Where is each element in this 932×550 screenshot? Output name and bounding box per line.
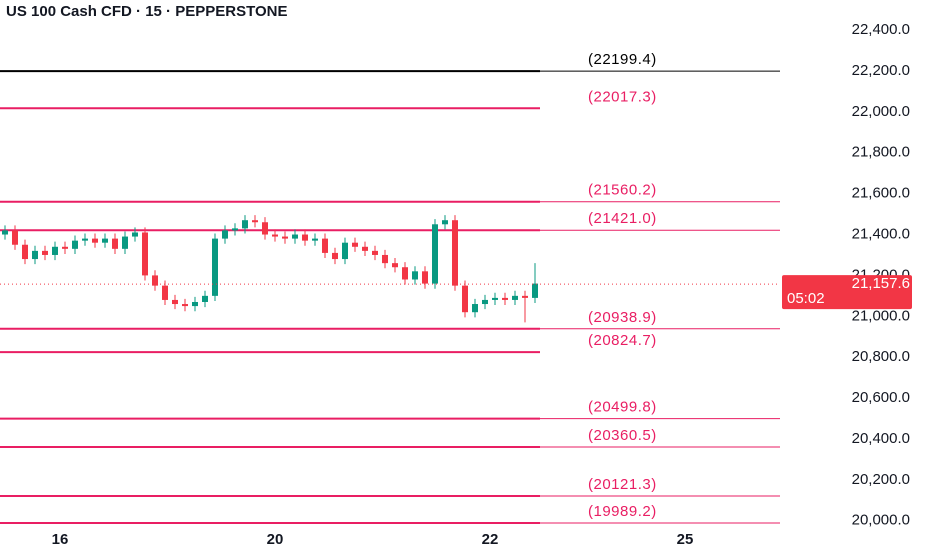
chart-title: US 100 Cash CFD · 15 · PEPPERSTONE bbox=[6, 3, 287, 20]
candle-body bbox=[422, 271, 428, 284]
y-tick-label: 20,200.0 bbox=[852, 471, 910, 488]
level-label: (19989.2) bbox=[588, 503, 657, 520]
candle-body bbox=[192, 301, 198, 307]
y-tick-label: 21,600.0 bbox=[852, 185, 910, 202]
candle-body bbox=[372, 250, 378, 255]
level-label: (21560.2) bbox=[588, 182, 657, 199]
candle-body bbox=[172, 299, 178, 305]
candle-body bbox=[132, 232, 138, 237]
y-tick-label: 20,000.0 bbox=[852, 512, 910, 529]
candle-body bbox=[272, 234, 278, 237]
candle-body bbox=[202, 295, 208, 302]
y-tick-label: 22,000.0 bbox=[852, 103, 910, 120]
candle-body bbox=[392, 263, 398, 268]
candle-body bbox=[252, 220, 258, 223]
candle-body bbox=[222, 230, 228, 239]
candle-body bbox=[502, 297, 508, 300]
candle-body bbox=[122, 236, 128, 249]
candle-body bbox=[262, 222, 268, 235]
candle-body bbox=[182, 304, 188, 307]
candle-body bbox=[512, 295, 518, 300]
candle-body bbox=[52, 246, 58, 255]
y-tick-label: 21,400.0 bbox=[852, 225, 910, 242]
candle-body bbox=[152, 275, 158, 286]
candle-body bbox=[92, 238, 98, 243]
candle-body bbox=[342, 242, 348, 260]
candle-body bbox=[22, 244, 28, 260]
candle-body bbox=[352, 242, 358, 247]
candle-body bbox=[322, 238, 328, 253]
candle-body bbox=[42, 250, 48, 255]
candle-body bbox=[402, 267, 408, 280]
candle-body bbox=[112, 238, 118, 249]
candle-body bbox=[442, 220, 448, 225]
candle-body bbox=[302, 234, 308, 241]
level-label: (20121.3) bbox=[588, 476, 657, 493]
candle-body bbox=[162, 285, 168, 300]
candle-body bbox=[532, 283, 538, 298]
candle-body bbox=[312, 238, 318, 241]
x-tick-label: 22 bbox=[482, 531, 499, 548]
candle-body bbox=[522, 295, 528, 298]
level-label: (20938.9) bbox=[588, 309, 657, 326]
level-label: (20360.5) bbox=[588, 427, 657, 444]
candle-body bbox=[32, 250, 38, 260]
y-tick-label: 21,800.0 bbox=[852, 144, 910, 161]
y-tick-label: 20,400.0 bbox=[852, 430, 910, 447]
y-tick-label: 22,400.0 bbox=[852, 21, 910, 38]
y-tick-label: 20,600.0 bbox=[852, 389, 910, 406]
candle-body bbox=[242, 220, 248, 229]
candle-body bbox=[62, 246, 68, 249]
candle-body bbox=[282, 236, 288, 239]
level-label: (22199.4) bbox=[588, 51, 657, 68]
candle-body bbox=[212, 238, 218, 296]
x-tick-label: 25 bbox=[677, 531, 694, 548]
candle-body bbox=[2, 230, 8, 235]
candle-body bbox=[472, 304, 478, 313]
y-tick-label: 21,000.0 bbox=[852, 307, 910, 324]
candle-body bbox=[102, 238, 108, 243]
candle-body bbox=[72, 240, 78, 249]
last-price-tag bbox=[782, 275, 912, 310]
y-tick-label: 20,800.0 bbox=[852, 348, 910, 365]
x-tick-label: 16 bbox=[52, 531, 69, 548]
candle-body bbox=[382, 254, 388, 264]
candle-body bbox=[432, 224, 438, 284]
candle-body bbox=[142, 232, 148, 276]
candle-body bbox=[452, 220, 458, 286]
candle-body bbox=[492, 297, 498, 300]
y-tick-label: 22,200.0 bbox=[852, 62, 910, 79]
level-label: (20824.7) bbox=[588, 332, 657, 349]
last-price-label: 21,157.6 bbox=[852, 275, 910, 292]
countdown-label: 05:02 bbox=[787, 290, 825, 307]
level-label: (20499.8) bbox=[588, 399, 657, 416]
level-label: (22017.3) bbox=[588, 88, 657, 105]
candle-body bbox=[362, 246, 368, 251]
candle-body bbox=[412, 271, 418, 280]
candle-body bbox=[12, 230, 18, 245]
candle-body bbox=[482, 299, 488, 305]
candle-body bbox=[292, 234, 298, 239]
candle-body bbox=[462, 285, 468, 313]
candle-body bbox=[332, 252, 338, 260]
x-tick-label: 20 bbox=[267, 531, 284, 548]
candle-body bbox=[82, 238, 88, 241]
level-label: (21421.0) bbox=[588, 210, 657, 227]
candle-body bbox=[232, 228, 238, 231]
